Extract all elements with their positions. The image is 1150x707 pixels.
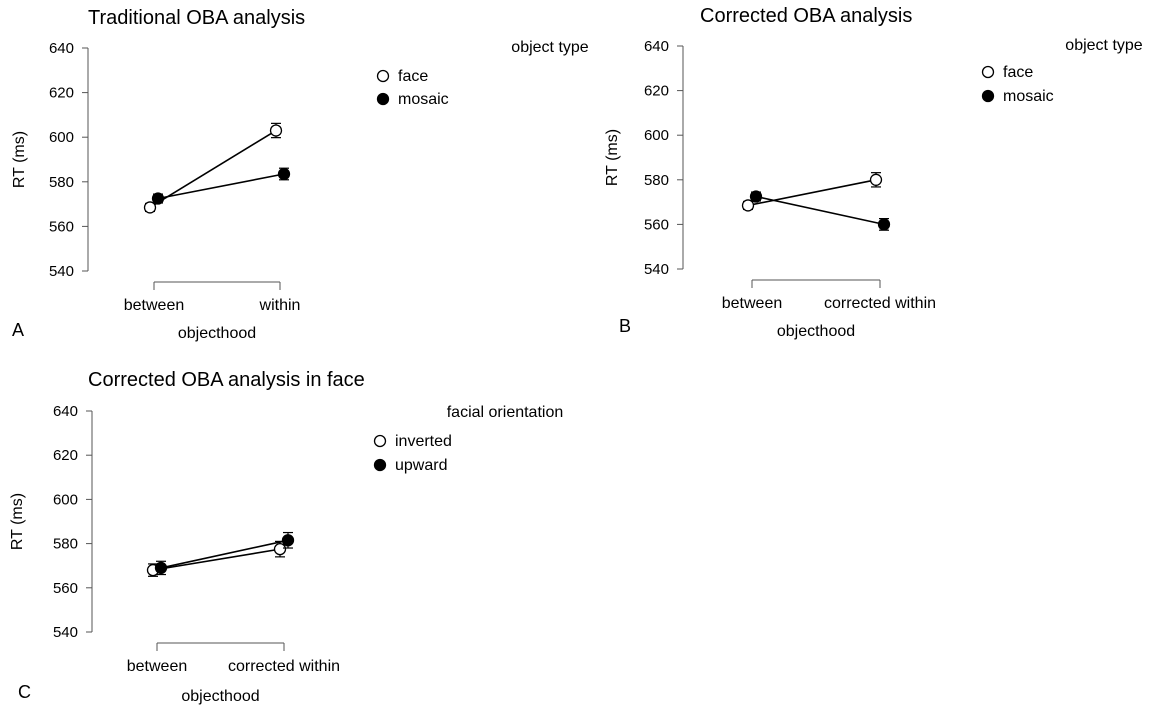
series-line-face (747, 179, 877, 207)
y-tick-label: 620 (49, 85, 74, 102)
y-tick-label: 600 (49, 129, 74, 146)
legend-label-inverted: inverted (395, 433, 452, 450)
series-line-mosaic (157, 173, 285, 200)
chart-title: Corrected OBA analysis (700, 5, 912, 27)
y-tick-label: 580 (49, 174, 74, 191)
y-tick-label: 540 (49, 263, 74, 280)
point-mosaic (277, 167, 291, 181)
point-face (269, 124, 283, 137)
x-tick-label: between (124, 297, 185, 314)
point-mosaic (151, 192, 165, 205)
point-mosaic (749, 190, 763, 203)
x-tick-label: corrected within (228, 658, 340, 675)
x-tick-label: between (127, 658, 188, 675)
legend-marker-face (376, 69, 390, 83)
panel-label: C (18, 682, 31, 702)
panel-label: A (12, 320, 24, 340)
point-upward (281, 534, 295, 547)
x-axis-label: objecthood (178, 325, 256, 342)
legend-marker-inverted (373, 434, 387, 448)
legend-label-face: face (1003, 64, 1033, 81)
y-tick-label: 580 (53, 536, 78, 553)
y-tick-label: 580 (644, 172, 669, 189)
y-tick-label: 640 (53, 403, 78, 420)
x-tick-label: between (722, 295, 783, 312)
legend-marker-face (981, 65, 995, 79)
legend-marker-mosaic (376, 92, 390, 106)
legend-label-face: face (398, 68, 428, 85)
y-tick-label: 600 (53, 491, 78, 508)
point-face (741, 199, 755, 212)
legend-title: object type (1065, 37, 1142, 54)
legend-title: facial orientation (447, 404, 564, 421)
series-line-upward (160, 539, 289, 569)
panel-label: B (619, 316, 631, 336)
chart-title: Corrected OBA analysis in face (88, 369, 365, 391)
y-tick-label: 640 (49, 40, 74, 57)
y-tick-label: 620 (644, 83, 669, 100)
x-tick-label: corrected within (824, 295, 936, 312)
y-tick-label: 540 (53, 624, 78, 641)
chart-panel-c: Corrected OBA analysis in face C 540 560 580… (9, 369, 563, 705)
y-tick-label: 560 (644, 216, 669, 233)
y-axis-label: RT (ms) (11, 131, 28, 188)
y-tick-label: 620 (53, 447, 78, 464)
chart-panel-a: Traditional OBA analysis A 540 560 580 600 620… (11, 7, 589, 342)
x-axis-label: objecthood (181, 688, 259, 705)
chart-title: Traditional OBA analysis (88, 7, 305, 29)
point-mosaic (877, 218, 891, 231)
y-tick-label: 560 (53, 580, 78, 597)
series-line-inverted (152, 548, 281, 571)
series-line-face (149, 129, 277, 209)
legend-marker-upward (373, 458, 387, 472)
x-axis-label: objecthood (777, 323, 855, 340)
y-tick-label: 600 (644, 127, 669, 144)
series-line-mosaic (755, 195, 885, 226)
legend-title: object type (511, 39, 588, 56)
y-tick-label: 640 (644, 38, 669, 55)
legend-label-mosaic: mosaic (398, 91, 449, 108)
y-axis-label: RT (ms) (604, 129, 621, 186)
point-inverted (273, 542, 287, 556)
x-tick-label: within (259, 297, 301, 314)
point-face (869, 173, 883, 186)
legend-label-upward: upward (395, 457, 447, 474)
y-tick-label: 560 (49, 218, 74, 235)
point-upward (154, 561, 168, 575)
chart-panel-b: Corrected OBA analysis B 540 560 580 600 620 64… (604, 5, 1143, 340)
legend-label-mosaic: mosaic (1003, 88, 1054, 105)
y-tick-label: 540 (644, 261, 669, 278)
y-axis-label: RT (ms) (9, 493, 26, 550)
legend-marker-mosaic (981, 89, 995, 103)
point-face (143, 201, 157, 214)
